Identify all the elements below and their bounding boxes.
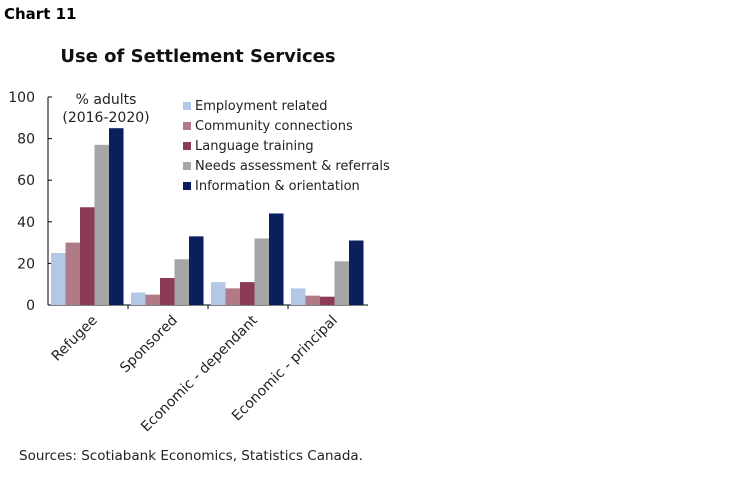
y-axis-label: % adults <box>76 92 137 108</box>
bar-economic-principal-1 <box>305 295 320 305</box>
bar-economic-dependant-1 <box>225 288 240 305</box>
y-tick-label: 60 <box>17 173 35 189</box>
legend-entry: Needs assessment & referrals <box>195 159 390 174</box>
legend-entry: Employment related <box>195 99 328 114</box>
bar-sponsored-0 <box>131 292 146 305</box>
chart-label: Chart 11 <box>4 5 77 23</box>
bar-economic-dependant-0 <box>211 282 226 305</box>
legend-swatch <box>183 102 191 110</box>
bar-refugee-3 <box>94 144 109 305</box>
bar-sponsored-2 <box>160 277 175 305</box>
bar-economic-dependant-2 <box>240 282 255 305</box>
source-note: Sources: Scotiabank Economics, Statistic… <box>19 448 363 464</box>
legend-swatch <box>183 162 191 170</box>
legend-swatch <box>183 182 191 190</box>
bar-economic-principal-0 <box>291 288 306 305</box>
bar-refugee-1 <box>65 242 80 305</box>
y-tick-label: 100 <box>8 90 35 106</box>
bar-sponsored-3 <box>174 259 189 305</box>
y-axis-label: (2016-2020) <box>62 110 149 126</box>
bar-economic-principal-3 <box>334 261 349 305</box>
legend-swatch <box>183 122 191 130</box>
bar-economic-principal-2 <box>320 296 335 305</box>
bar-sponsored-4 <box>189 236 204 305</box>
legend-entry: Language training <box>195 139 314 154</box>
y-tick-label: 80 <box>17 132 35 148</box>
bar-economic-principal-4 <box>349 240 364 305</box>
bar-economic-dependant-3 <box>254 238 269 305</box>
bar-refugee-2 <box>80 207 95 305</box>
bar-refugee-0 <box>51 253 66 305</box>
bar-sponsored-1 <box>145 294 160 305</box>
chart-title: Use of Settlement Services <box>60 46 335 67</box>
x-tick-label: Refugee <box>49 313 101 365</box>
y-tick-label: 0 <box>26 298 35 314</box>
legend-entry: Community connections <box>195 119 353 134</box>
legend-swatch <box>183 142 191 150</box>
legend-entry: Information & orientation <box>195 179 360 194</box>
bar-refugee-4 <box>109 128 124 305</box>
bar-economic-dependant-4 <box>269 213 284 305</box>
y-tick-label: 20 <box>17 256 35 272</box>
x-tick-label: Sponsored <box>117 313 181 377</box>
y-tick-label: 40 <box>17 215 35 231</box>
